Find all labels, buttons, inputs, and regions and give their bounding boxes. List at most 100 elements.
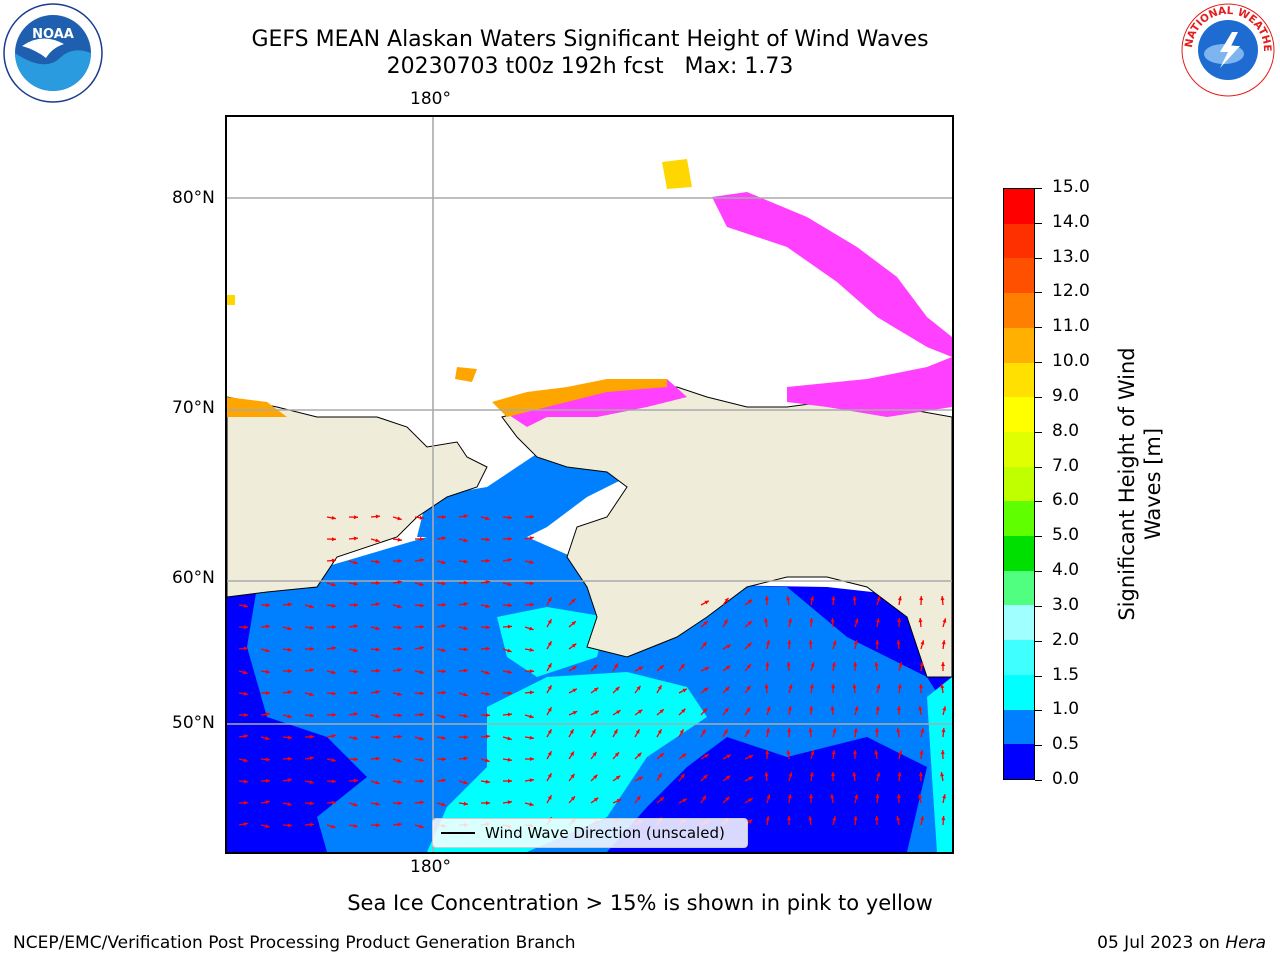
wind-arrow-head [919, 662, 924, 667]
wind-arrow-head [353, 712, 358, 717]
wind-arrow-head [376, 581, 380, 585]
wind-arrow-head [787, 794, 792, 799]
colorbar-tick-mark [1035, 292, 1042, 294]
colorbar-tick-mark [1035, 188, 1042, 189]
map-canvas [227, 117, 952, 852]
wind-arrow-head [331, 582, 336, 587]
wind-arrow-head [310, 647, 314, 651]
wind-arrow-head [331, 558, 336, 563]
wind-arrow-head [287, 823, 292, 828]
noaa-logo: NOAA [3, 3, 103, 103]
wind-arrow-head [353, 581, 358, 586]
footer-system: Hera [1225, 933, 1266, 953]
colorbar-tick-label: 5.0 [1052, 525, 1080, 546]
colorbar [1003, 188, 1035, 780]
wind-arrow-head [681, 753, 687, 758]
wind-arrow-head [353, 823, 358, 828]
wind-arrow-head [529, 581, 534, 586]
wind-arrow-head [786, 662, 791, 667]
wind-arrow-head [375, 780, 380, 785]
wind-arrow-head [788, 684, 793, 689]
wind-arrow-head [680, 773, 685, 779]
wind-arrow-head [375, 690, 380, 695]
sea-ice-chukchi [497, 379, 687, 427]
wind-arrow-head [529, 735, 534, 740]
wind-arrow-head [485, 670, 490, 675]
wind-arrow-head [725, 775, 731, 780]
wind-arrow-head [896, 794, 901, 799]
wind-arrow-head [680, 663, 685, 669]
wind-arrow-head [747, 819, 753, 824]
wind-arrow-head [331, 537, 336, 542]
colorbar-segment [1004, 362, 1034, 398]
colorbar-title-line2: Waves [m] [1141, 427, 1165, 541]
colorbar-segment [1004, 189, 1034, 224]
wind-arrow-head [638, 776, 643, 781]
wind-arrow-head [765, 816, 770, 821]
wind-arrow-head [419, 779, 424, 784]
nws-logo: NATIONAL WEATHER SERVICE [1180, 2, 1275, 97]
colorbar-tick-mark [1035, 431, 1042, 433]
wind-arrow-head [309, 756, 314, 761]
wind-arrow-head [331, 603, 336, 608]
wind-arrow-head [852, 596, 857, 601]
wind-arrow-head [507, 536, 512, 541]
map-panel: Wind Wave Direction (unscaled) [225, 115, 954, 854]
colorbar-tick-label: 3.0 [1052, 594, 1080, 615]
wind-arrow-head [875, 640, 880, 645]
wind-arrow-head [853, 662, 858, 667]
wind-arrow-head [637, 709, 643, 714]
colorbar-segment [1004, 431, 1034, 467]
wind-arrow-head [287, 690, 292, 695]
wind-arrow-head [287, 735, 292, 740]
wind-arrow-head [593, 797, 599, 802]
colorbar-tick-label: 11.0 [1052, 316, 1090, 337]
wind-arrow-head [441, 624, 446, 629]
wind-arrow-head [397, 668, 402, 673]
svg-text:NOAA: NOAA [32, 27, 74, 42]
wind-arrow-head [766, 640, 770, 645]
wind-arrow-head [265, 757, 270, 762]
wind-arrow-head [397, 580, 402, 585]
colorbar-tick-mark [1035, 745, 1042, 747]
wind-arrow-head [375, 714, 380, 718]
wind-arrow-head [748, 776, 753, 781]
wind-arrow-head [786, 750, 791, 755]
sea-ice-edge-yellow [227, 159, 692, 305]
wind-arrow-head [331, 646, 336, 651]
wind-arrow-head [723, 729, 728, 734]
wind-arrow-head [419, 757, 424, 762]
wind-arrow-head [375, 626, 380, 631]
wind-arrow-head [594, 710, 599, 715]
wind-arrow-head [398, 559, 402, 563]
lon-label-bottom: 180° [410, 857, 451, 877]
wind-arrow-head [748, 798, 753, 802]
wind-arrow-head [287, 602, 292, 607]
wind-arrow-head [547, 641, 552, 646]
wind-arrow-head [375, 559, 380, 564]
colorbar-tick-mark [1035, 675, 1042, 677]
chart-subtitle: 20230703 t00z 192h fcst Max: 1.73 [386, 54, 794, 79]
wind-arrow-head [809, 772, 814, 777]
wind-arrow-head [243, 691, 248, 696]
colorbar-segment [1004, 466, 1034, 502]
wind-arrow-head [701, 729, 706, 734]
wind-arrow-head [571, 598, 576, 603]
wind-arrow-head [809, 706, 814, 711]
wind-arrow-head [353, 669, 358, 674]
wind-arrow-head [876, 684, 881, 689]
wind-arrow-head [875, 706, 880, 711]
wind-arrow-head [874, 662, 879, 667]
wind-arrow-head [547, 795, 552, 800]
wind-arrow-head [485, 580, 490, 585]
wind-arrow-head [287, 626, 292, 631]
wind-arrow-head [854, 618, 859, 623]
wind-arrow-head [353, 560, 358, 565]
colorbar-title: Significant Height of Wind Waves [m] [1114, 347, 1166, 620]
wind-arrow-head [616, 710, 621, 714]
footer-date-text: 05 Jul 2023 on [1097, 933, 1226, 953]
colorbar-segment [1004, 258, 1034, 294]
wind-arrow-head [876, 596, 881, 601]
wind-arrow-head [485, 646, 490, 651]
wind-arrow-head [832, 728, 837, 733]
